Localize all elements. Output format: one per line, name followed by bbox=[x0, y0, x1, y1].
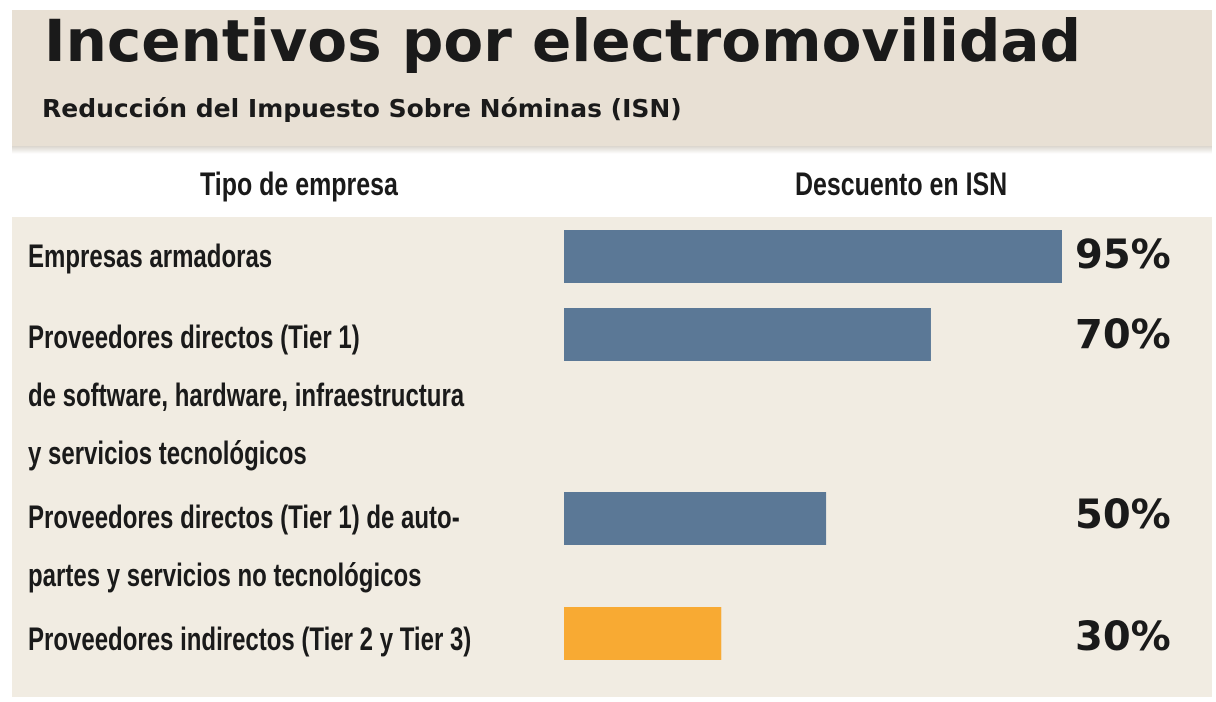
value-label-tier1-autoparts: 50% bbox=[1075, 492, 1171, 538]
bar-tier1-tech bbox=[564, 308, 931, 361]
category-label-armadoras: Empresas armadoras bbox=[28, 238, 273, 274]
value-label-tier2-tier3: 30% bbox=[1075, 614, 1171, 660]
bar-armadoras bbox=[564, 230, 1062, 283]
category-label-tier1-tech: Proveedores directos (Tier 1) de softwar… bbox=[28, 319, 465, 471]
header-band bbox=[12, 10, 1212, 146]
column-header-discount: Descuento en ISN bbox=[795, 166, 1008, 202]
category-label-tier2-tier3: Proveedores indirectos (Tier 2 y Tier 3) bbox=[28, 621, 472, 657]
bar-tier1-autoparts bbox=[564, 492, 827, 545]
bar-tier2-tier3 bbox=[564, 607, 722, 660]
chart-title: Incentivos por electromovilidad bbox=[44, 7, 1082, 75]
value-label-tier1-tech: 70% bbox=[1075, 312, 1171, 358]
header-divider bbox=[12, 146, 1212, 154]
column-header-company-type: Tipo de empresa bbox=[200, 166, 398, 202]
category-label-tier1-autoparts: Proveedores directos (Tier 1) de auto- p… bbox=[28, 499, 460, 593]
value-label-armadoras: 95% bbox=[1075, 232, 1171, 278]
chart-subtitle: Reducción del Impuesto Sobre Nóminas (IS… bbox=[42, 94, 682, 123]
